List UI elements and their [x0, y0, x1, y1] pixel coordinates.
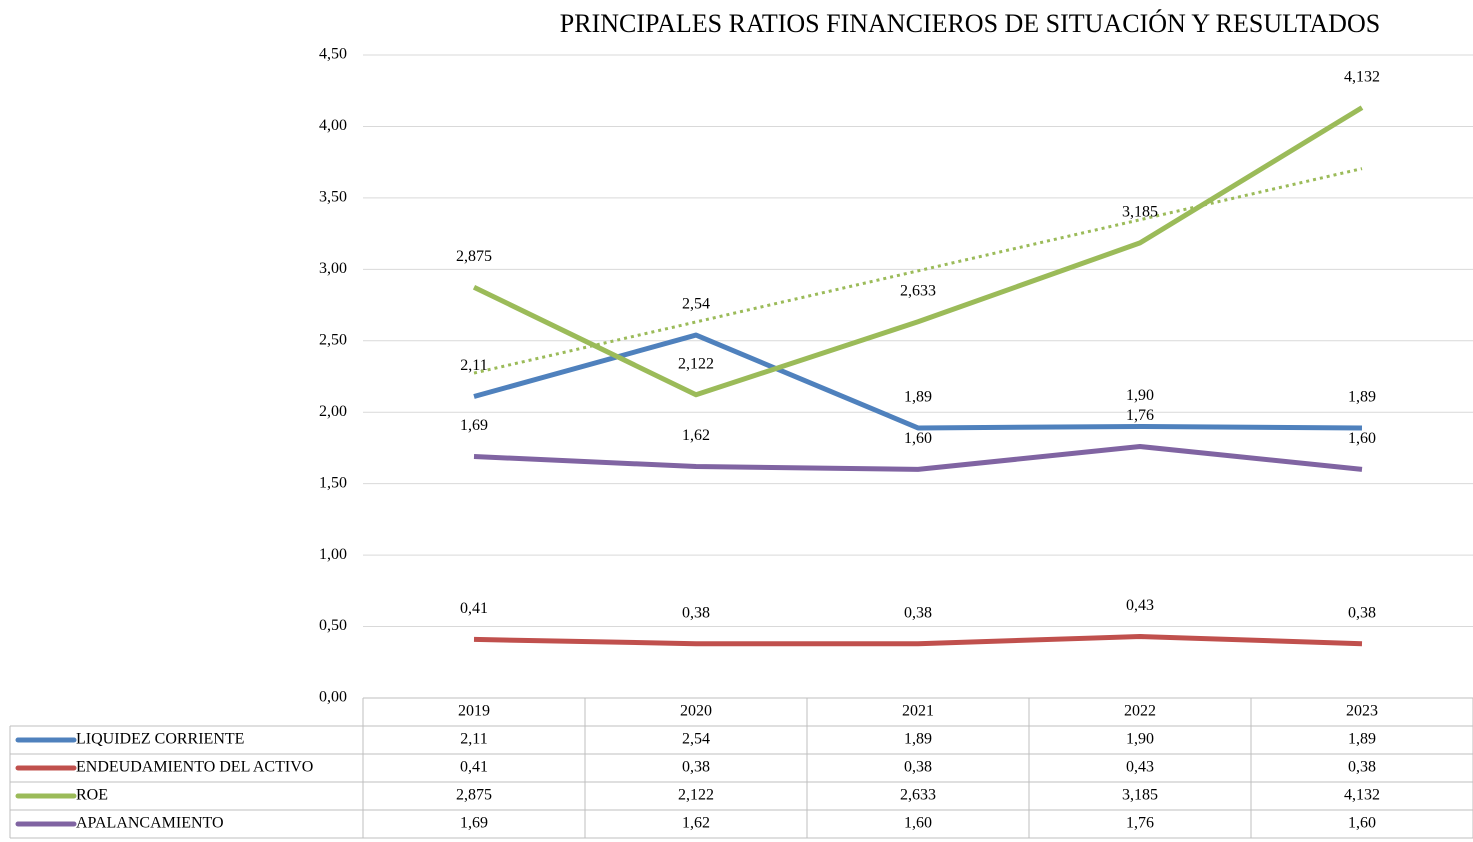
table-value: 2,633 [900, 787, 936, 804]
y-tick-label: 2,50 [319, 331, 347, 348]
data-label: 1,62 [682, 427, 710, 444]
table-value: 1,60 [1348, 815, 1376, 832]
x-tick-label: 2020 [680, 703, 712, 720]
legend-label: LIQUIDEZ CORRIENTE [76, 731, 244, 748]
data-label: 2,875 [456, 248, 492, 265]
data-label: 2,54 [682, 296, 710, 313]
x-tick-label: 2021 [902, 703, 934, 720]
data-label: 2,122 [678, 355, 714, 372]
series-line [473, 634, 1363, 647]
data-label: 2,11 [460, 357, 487, 374]
table-value: 0,43 [1126, 759, 1154, 776]
table-value: 3,185 [1122, 787, 1158, 804]
table-value: 1,60 [904, 815, 932, 832]
table-value: 0,38 [1348, 759, 1376, 776]
table-value: 2,875 [456, 787, 492, 804]
data-label: 0,38 [1348, 604, 1376, 621]
table-value: 1,62 [682, 815, 710, 832]
legend-label: APALANCAMIENTO [76, 815, 224, 832]
y-tick-label: 0,00 [319, 689, 347, 706]
trendline [473, 167, 1363, 375]
y-tick-label: 2,00 [319, 403, 347, 420]
data-label: 1,90 [1126, 387, 1154, 404]
y-tick-label: 4,50 [319, 46, 347, 63]
table-value: 1,89 [1348, 731, 1376, 748]
table-value: 1,90 [1126, 731, 1154, 748]
chart-title: PRINCIPALES RATIOS FINANCIEROS DE SITUAC… [560, 9, 1380, 38]
data-label: 2,633 [900, 282, 936, 299]
x-tick-label: 2023 [1346, 703, 1378, 720]
table-value: 1,69 [460, 815, 488, 832]
data-label: 1,60 [904, 430, 932, 447]
data-label: 0,38 [904, 604, 932, 621]
table-value: 1,89 [904, 731, 932, 748]
data-label: 3,185 [1122, 204, 1158, 221]
data-label: 1,76 [1126, 407, 1154, 424]
legend-label: ROE [76, 787, 108, 804]
x-tick-label: 2019 [458, 703, 490, 720]
table-value: 1,76 [1126, 815, 1154, 832]
legend-label: ENDEUDAMIENTO DEL ACTIVO [76, 759, 313, 776]
y-tick-label: 0,50 [319, 617, 347, 634]
data-label: 0,43 [1126, 597, 1154, 614]
table-value: 2,122 [678, 787, 714, 804]
x-tick-label: 2022 [1124, 703, 1156, 720]
data-label: 1,69 [460, 417, 488, 434]
table-value: 2,54 [682, 731, 710, 748]
y-tick-label: 1,00 [319, 546, 347, 563]
data-label: 1,89 [1348, 389, 1376, 406]
table-value: 0,38 [904, 759, 932, 776]
y-tick-label: 4,00 [319, 117, 347, 134]
data-label: 0,41 [460, 600, 488, 617]
y-tick-label: 1,50 [319, 474, 347, 491]
data-label: 0,38 [682, 604, 710, 621]
series-line [473, 444, 1363, 472]
data-label: 4,132 [1344, 68, 1380, 85]
data-label: 1,60 [1348, 430, 1376, 447]
y-tick-label: 3,50 [319, 189, 347, 206]
table-value: 0,38 [682, 759, 710, 776]
series-line [473, 332, 1363, 431]
table-value: 0,41 [460, 759, 488, 776]
series-line [472, 105, 1364, 398]
data-label: 1,89 [904, 389, 932, 406]
table-value: 2,11 [460, 731, 487, 748]
table-value: 4,132 [1344, 787, 1380, 804]
y-tick-label: 3,00 [319, 260, 347, 277]
